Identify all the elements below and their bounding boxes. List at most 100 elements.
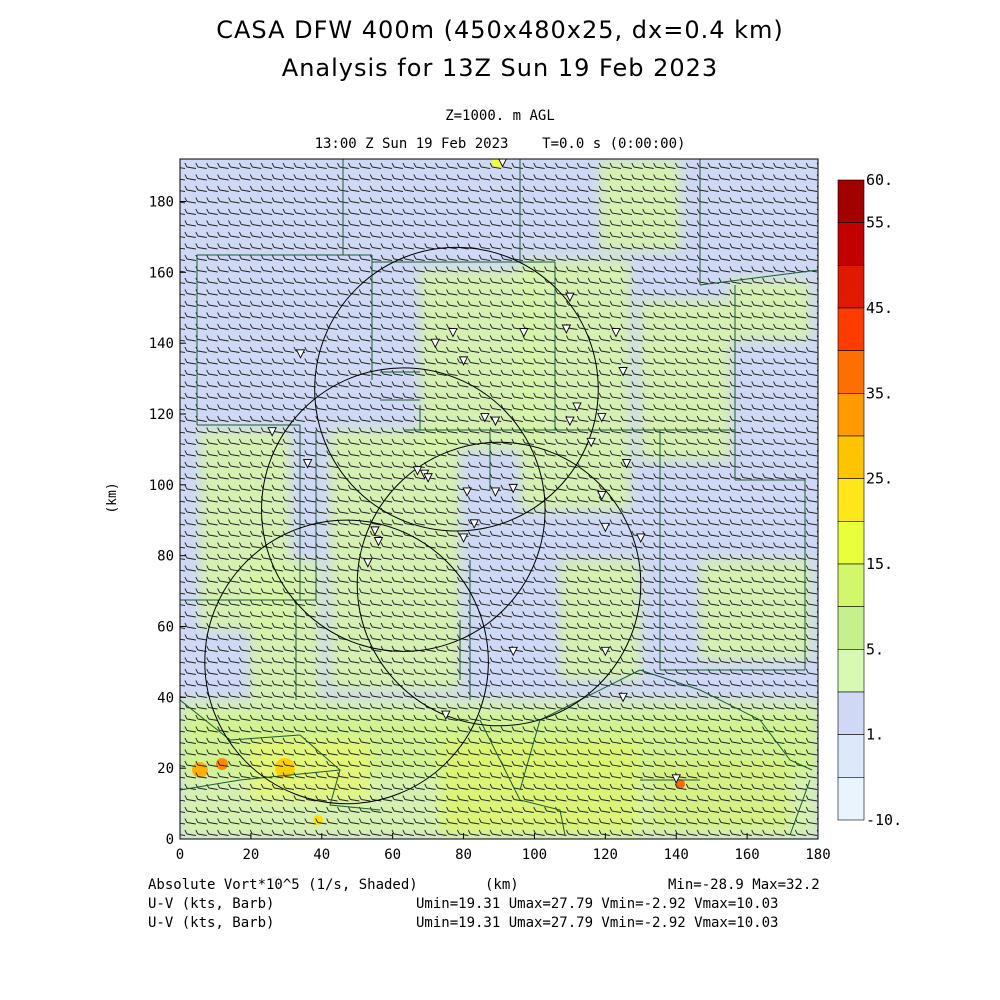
wind-barb [282,392,295,399]
wind-barb [794,381,807,388]
wind-barb [402,381,414,388]
wind-barb [631,323,643,330]
wind-barb [816,565,818,569]
wind-barb [642,220,654,227]
wind-barb [271,404,284,411]
wind-barb [522,289,534,296]
wind-barb [315,427,327,434]
wind-barb [238,369,251,376]
wind-barb [489,358,502,365]
wind-barb [195,438,207,445]
wind-barb [511,254,523,261]
wind-barb [402,358,414,365]
wind-barb [369,208,382,215]
wind-barb [565,507,578,514]
y-tick-label: 20 [157,761,174,777]
wind-barb [260,381,273,388]
wind-barb [326,484,338,491]
wind-barb [391,300,404,307]
wind-barb [217,162,229,169]
wind-barb [794,300,807,307]
wind-barb [816,530,818,534]
wind-barb [413,346,425,353]
wind-barb [696,243,709,250]
y-tick-label: 60 [157,620,174,636]
wind-barb [805,335,818,342]
wind-barb [249,185,262,192]
wind-barb [238,254,251,261]
wind-barb [467,358,480,365]
wind-barb [347,185,360,192]
wind-barb [816,369,818,373]
wind-barb [456,300,469,307]
wind-barb [500,507,513,514]
wind-barb [565,231,578,238]
wind-barb [413,484,425,491]
wind-barb [500,312,513,319]
wind-barb [664,197,676,204]
wind-barb [489,197,502,204]
wind-barb [282,174,295,181]
wind-barb [805,174,818,181]
wind-barb [816,300,818,304]
wind-barb [751,243,763,250]
wind-barb [685,358,698,365]
wind-barb [685,300,698,307]
wind-barb [282,507,295,514]
wind-barb [217,484,229,491]
wind-barb [206,289,218,296]
wind-barb [358,323,371,330]
wind-barb [511,208,523,215]
wind-barb [816,220,818,224]
wind-barb [718,461,731,468]
wind-barb [816,450,818,454]
wind-barb [402,174,414,181]
wind-barb [249,346,262,353]
wind-barb [664,484,676,491]
wind-barb [402,266,414,273]
wind-barb [206,335,218,342]
wind-barb [544,243,556,250]
wind-barb [740,346,752,353]
wind-barb [511,450,523,457]
wind-barb [533,369,545,376]
wind-barb [609,415,622,422]
wind-barb [794,220,807,227]
wind-barb [228,358,240,365]
wind-barb [522,381,534,388]
wind-barb [522,197,534,204]
wind-barb [228,231,240,238]
wind-barb [467,266,480,273]
wind-barb [424,300,436,307]
wind-barb [685,208,698,215]
wind-barb [369,450,382,457]
wind-barb [555,381,567,388]
wind-barb [391,243,404,250]
wind-barb [773,197,785,204]
wind-barb [631,484,643,491]
wind-barb [413,300,425,307]
wind-barb [402,312,414,319]
wind-barb [238,300,251,307]
wind-barb [718,404,731,411]
wind-barb [478,323,491,330]
wind-barb [184,507,196,514]
wind-barb [413,438,425,445]
wind-barb [217,519,229,526]
wind-barb [522,220,534,227]
wind-barb [337,335,349,342]
wind-barb [718,266,731,273]
y-tick-label: 40 [157,690,174,706]
wind-barb [674,266,687,273]
wind-barb [751,369,763,376]
wind-barb [206,392,218,399]
wind-barb [413,473,425,480]
wind-barb [696,404,709,411]
wind-barb [282,220,295,227]
wind-barb [511,266,523,273]
wind-barb [217,450,229,457]
wind-barb [609,312,622,319]
wind-barb [773,392,785,399]
wind-barb [718,450,731,457]
wind-barb [228,335,240,342]
